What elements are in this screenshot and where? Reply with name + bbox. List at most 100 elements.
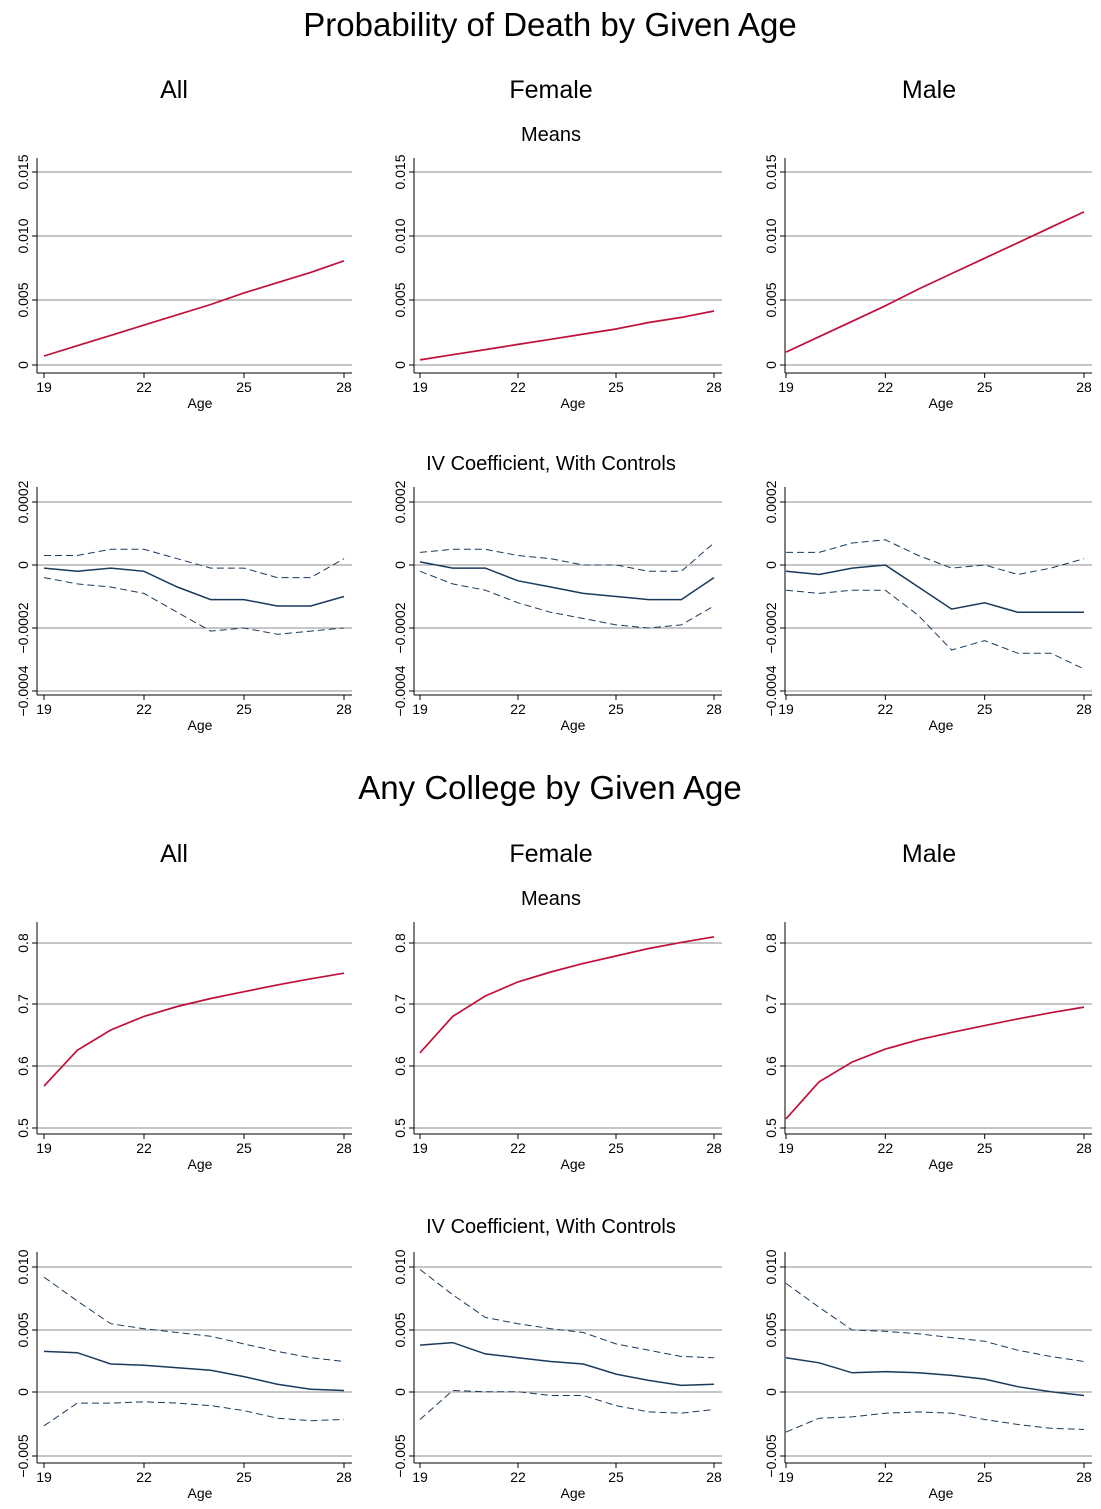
row-title-means: Means bbox=[521, 124, 581, 146]
y-tick-label: 0.010 bbox=[392, 218, 408, 253]
y-tick-label: 0.5 bbox=[15, 1118, 31, 1138]
x-tick-label: 25 bbox=[977, 701, 993, 717]
x-tick-label: 22 bbox=[136, 1140, 152, 1156]
mean-line bbox=[785, 211, 1085, 353]
y-tick-label: −0.005 bbox=[15, 1434, 31, 1477]
y-tick-label: 0.5 bbox=[392, 1118, 408, 1138]
x-tick-label: 25 bbox=[236, 379, 252, 395]
x-tick-label: 25 bbox=[236, 701, 252, 717]
x-tick-label: 25 bbox=[977, 1140, 993, 1156]
x-tick-label: 25 bbox=[977, 1469, 993, 1485]
x-tick-label: 19 bbox=[778, 379, 794, 395]
confidence-bound-line bbox=[785, 1411, 1085, 1433]
x-tick-label: 22 bbox=[510, 1140, 526, 1156]
chart-panels: 0 0.005 0.010 0.015 19 22 25 28 Age 0 0.005 0.010 0.… bbox=[15, 154, 1092, 1501]
y-tick-label: −0.0004 bbox=[15, 665, 31, 716]
x-tick-label: 25 bbox=[977, 379, 993, 395]
y-tick-label: 0.005 bbox=[392, 282, 408, 317]
x-tick-label: 19 bbox=[36, 1469, 52, 1485]
chart-panel: −0.0004 −0.0002 0 0.0002 19 22 25 28 Age bbox=[15, 480, 352, 733]
y-tick-label: 0 bbox=[392, 361, 408, 369]
y-tick-label: −0.005 bbox=[763, 1434, 779, 1477]
chart-panel: −0.005 0 0.005 0.010 19 22 25 28 Age bbox=[763, 1249, 1092, 1501]
y-tick-label: 0.8 bbox=[15, 933, 31, 953]
confidence-bound-line bbox=[785, 589, 1085, 670]
y-tick-label: 0.015 bbox=[763, 154, 779, 189]
y-tick-label: 0.010 bbox=[763, 1249, 779, 1284]
column-header-male: Male bbox=[902, 840, 956, 868]
x-tick-label: 22 bbox=[878, 1140, 894, 1156]
y-tick-label: 0.0002 bbox=[15, 480, 31, 523]
x-tick-label: 19 bbox=[412, 701, 428, 717]
x-tick-label: 28 bbox=[336, 1140, 352, 1156]
chart-panel: 0 0.005 0.010 0.015 19 22 25 28 Age bbox=[763, 154, 1092, 411]
y-tick-label: 0.0002 bbox=[763, 480, 779, 523]
section-title-death: Probability of Death by Given Age bbox=[303, 6, 796, 43]
y-tick-label: 0.005 bbox=[15, 282, 31, 317]
y-tick-label: 0 bbox=[392, 1388, 408, 1396]
x-tick-label: 19 bbox=[36, 1140, 52, 1156]
confidence-bound-line bbox=[43, 1276, 345, 1362]
row-title-means: Means bbox=[521, 888, 581, 910]
x-tick-label: 19 bbox=[36, 701, 52, 717]
column-header-all: All bbox=[160, 76, 188, 104]
y-tick-label: 0.5 bbox=[763, 1118, 779, 1138]
x-tick-label: 28 bbox=[706, 379, 722, 395]
x-axis-label: Age bbox=[561, 1485, 586, 1501]
y-tick-label: −0.0002 bbox=[15, 602, 31, 653]
mean-line bbox=[43, 259, 345, 357]
y-tick-label: 0.010 bbox=[763, 218, 779, 253]
confidence-bound-line bbox=[419, 1389, 715, 1420]
x-tick-label: 28 bbox=[706, 1469, 722, 1485]
column-header-all: All bbox=[160, 840, 188, 868]
x-tick-label: 19 bbox=[412, 379, 428, 395]
y-tick-label: 0.015 bbox=[15, 154, 31, 189]
y-tick-label: −0.0002 bbox=[763, 602, 779, 653]
y-tick-label: 0.7 bbox=[763, 994, 779, 1014]
x-tick-label: 28 bbox=[336, 379, 352, 395]
x-tick-label: 22 bbox=[136, 1469, 152, 1485]
x-tick-label: 28 bbox=[706, 1140, 722, 1156]
x-tick-label: 22 bbox=[878, 379, 894, 395]
x-tick-label: 22 bbox=[136, 701, 152, 717]
y-tick-label: 0 bbox=[763, 561, 779, 569]
row-title-iv-coefficient: IV Coefficient, With Controls bbox=[426, 1216, 676, 1238]
y-tick-label: −0.0004 bbox=[763, 665, 779, 716]
confidence-bound-line bbox=[419, 1269, 715, 1359]
confidence-bound-line bbox=[785, 1282, 1085, 1362]
y-tick-label: 0.010 bbox=[392, 1249, 408, 1284]
coefficient-line bbox=[419, 1341, 715, 1387]
x-tick-label: 22 bbox=[878, 701, 894, 717]
y-tick-label: 0 bbox=[392, 561, 408, 569]
confidence-bound-line bbox=[43, 1401, 345, 1427]
x-tick-label: 22 bbox=[136, 379, 152, 395]
y-tick-label: 0.6 bbox=[15, 1056, 31, 1076]
y-tick-label: 0.015 bbox=[392, 154, 408, 189]
y-tick-label: 0.7 bbox=[15, 994, 31, 1014]
y-tick-label: 0 bbox=[15, 561, 31, 569]
coefficient-line bbox=[419, 561, 715, 601]
x-tick-label: 25 bbox=[608, 701, 624, 717]
y-tick-label: 0.010 bbox=[15, 1249, 31, 1284]
y-tick-label: 0 bbox=[763, 1388, 779, 1396]
x-tick-label: 25 bbox=[608, 1469, 624, 1485]
coefficient-line bbox=[785, 1356, 1085, 1397]
y-tick-label: 0.005 bbox=[392, 1312, 408, 1347]
chart-panel: 0 0.005 0.010 0.015 19 22 25 28 Age bbox=[392, 154, 722, 411]
y-tick-label: 0.0002 bbox=[392, 480, 408, 523]
x-axis-label: Age bbox=[188, 717, 213, 733]
x-tick-label: 19 bbox=[36, 379, 52, 395]
chart-panel: 0.5 0.6 0.7 0.8 19 22 25 28 Age bbox=[763, 922, 1092, 1172]
x-tick-label: 25 bbox=[236, 1140, 252, 1156]
x-tick-label: 22 bbox=[510, 379, 526, 395]
x-axis-label: Age bbox=[561, 395, 586, 411]
x-tick-label: 28 bbox=[336, 701, 352, 717]
y-tick-label: 0.8 bbox=[763, 933, 779, 953]
x-tick-label: 25 bbox=[608, 1140, 624, 1156]
x-tick-label: 22 bbox=[510, 701, 526, 717]
chart-panel: −0.005 0 0.005 0.010 19 22 25 28 Age bbox=[392, 1249, 722, 1501]
y-tick-label: 0.6 bbox=[763, 1056, 779, 1076]
y-tick-label: 0.005 bbox=[763, 1312, 779, 1347]
x-axis-label: Age bbox=[561, 1156, 586, 1172]
